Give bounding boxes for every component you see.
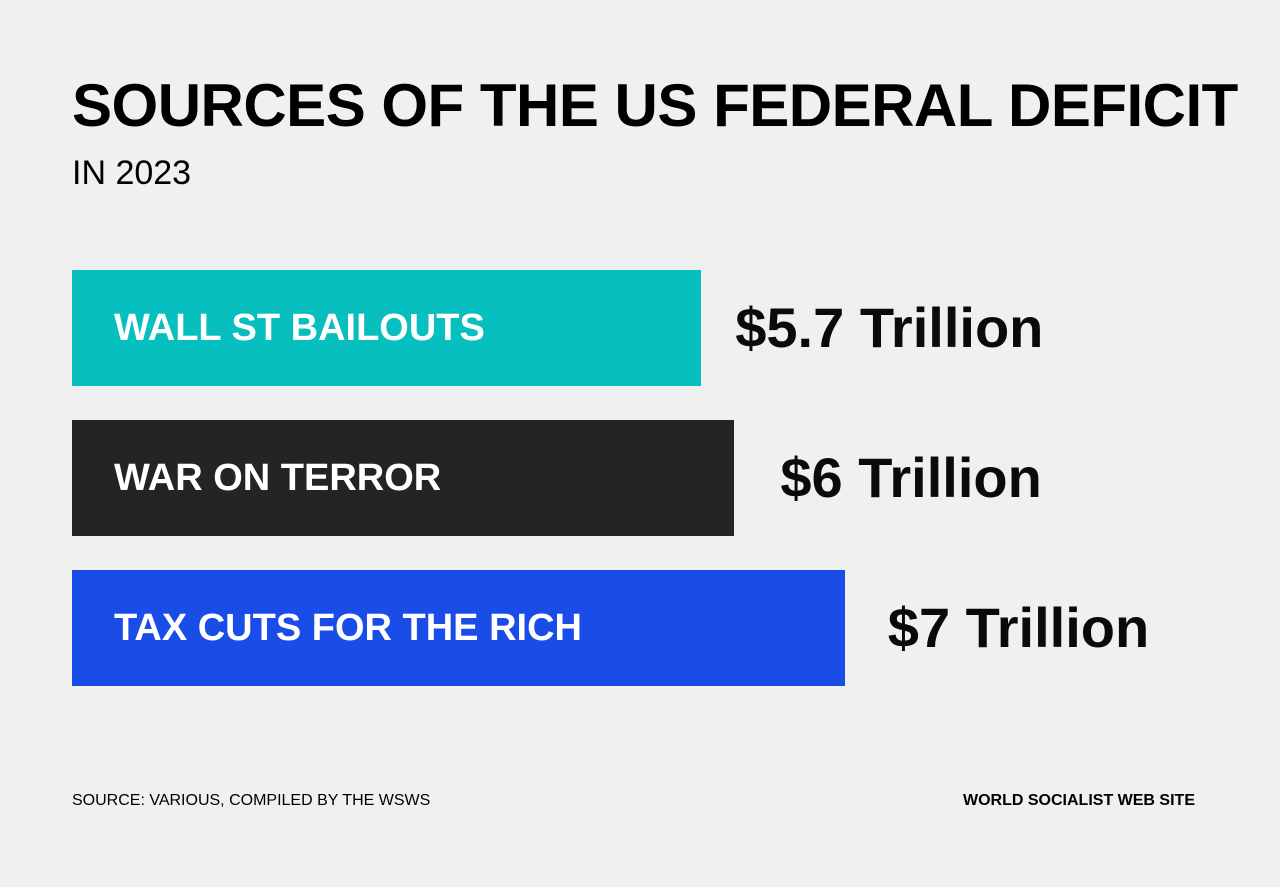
bar-label-war-on-terror: WAR ON TERROR [114, 457, 442, 499]
bar-war-on-terror: WAR ON TERROR [72, 420, 735, 536]
bar-wall-st-bailouts: WALL ST BAILOUTS [72, 270, 702, 386]
bar-label-wall-st-bailouts: WALL ST BAILOUTS [114, 307, 485, 349]
bar-tax-cuts-for-the-rich: TAX CUTS FOR THE RICH [72, 570, 845, 686]
publisher-credit: WORLD SOCIALIST WEB SITE [963, 792, 1195, 809]
bar-label-tax-cuts-for-the-rich: TAX CUTS FOR THE RICH [114, 607, 582, 649]
chart-subtitle: IN 2023 [72, 154, 192, 192]
bar-value-wall-st-bailouts: $5.7 Trillion [735, 296, 1044, 359]
bar-value-war-on-terror: $6 Trillion [780, 446, 1042, 509]
bar-value-tax-cuts-for-the-rich: $7 Trillion [887, 596, 1150, 659]
chart-title: SOURCES OF THE US FEDERAL DEFICIT [72, 72, 1238, 139]
source-note: SOURCE: VARIOUS, COMPILED BY THE WSWS [72, 792, 431, 809]
